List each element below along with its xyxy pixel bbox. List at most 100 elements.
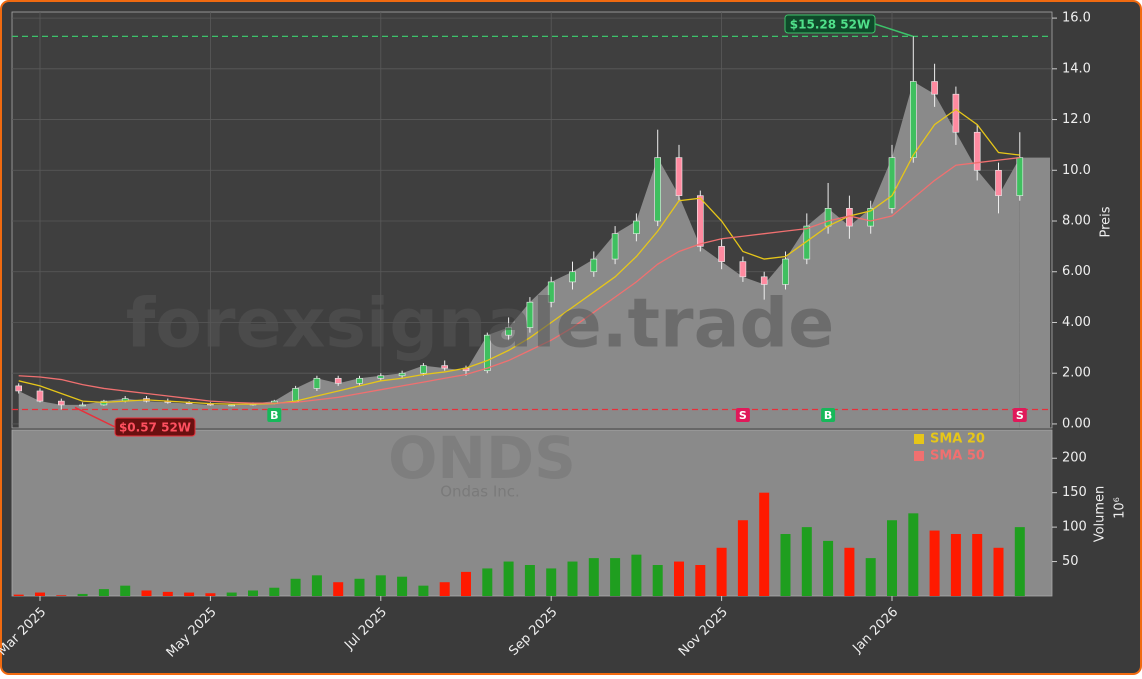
- candle-body: [696, 195, 704, 247]
- y-tick-label: 12.0: [1062, 112, 1091, 127]
- volume-bar: [908, 513, 919, 596]
- candle-body: [505, 327, 512, 336]
- volume-bar: [887, 520, 897, 596]
- volume-bar: [674, 561, 684, 596]
- candle-body: [547, 281, 555, 303]
- candle-body: [1016, 157, 1024, 196]
- y-tick-label: 16.0: [1062, 11, 1091, 26]
- legend-label: SMA 50: [930, 449, 985, 464]
- volume-bar: [865, 558, 876, 596]
- candle-body: [739, 261, 747, 278]
- volume-bar: [631, 554, 642, 596]
- area-extension: [1019, 157, 1050, 428]
- volume-bar: [844, 547, 855, 596]
- volume-bar: [162, 591, 173, 596]
- signal-marker: [735, 408, 750, 422]
- annotation-arrow: [74, 406, 116, 428]
- volume-bar: [375, 575, 386, 596]
- volume-bar: [248, 590, 258, 596]
- volume-bar: [13, 594, 24, 596]
- candle-body: [867, 208, 875, 227]
- candle-body: [633, 220, 640, 234]
- signal-marker: [821, 408, 836, 422]
- company-watermark: Ondas Inc.: [440, 483, 520, 501]
- candle-body: [718, 246, 725, 262]
- volume-bar: [141, 590, 152, 596]
- annotation-label: $15.28 52W: [790, 18, 870, 32]
- y2-axis-label: Volumen: [1093, 486, 1108, 543]
- candle-body: [569, 271, 576, 283]
- volume-bar: [993, 547, 1004, 596]
- watermark: forexsignale.trade: [126, 285, 835, 364]
- y2-tick-label: 50: [1062, 554, 1079, 569]
- candle-body: [824, 208, 832, 227]
- sma-line: [18, 108, 1020, 405]
- candle-body: [292, 388, 299, 402]
- y-tick-label: 4.00: [1062, 315, 1091, 330]
- volume-bar: [269, 587, 280, 596]
- candle-body: [36, 390, 44, 402]
- legend-label: SMA 20: [930, 432, 985, 447]
- candle-body: [483, 334, 491, 371]
- volume-bar: [354, 578, 365, 596]
- y2-tick-label: 150: [1062, 485, 1087, 500]
- candle-body: [526, 301, 534, 328]
- volume-bar: [1014, 527, 1025, 596]
- volume-bar: [524, 565, 535, 596]
- candle-body: [377, 375, 385, 379]
- volume-bar: [972, 534, 983, 596]
- candle-body: [356, 377, 363, 384]
- volume-bar: [695, 565, 706, 596]
- volume-bar: [439, 582, 450, 596]
- candle-body: [313, 377, 321, 389]
- candle-body: [611, 233, 619, 260]
- volume-bar: [77, 593, 88, 596]
- volume-bar: [610, 558, 621, 596]
- volume-bar: [950, 534, 961, 596]
- candle-body: [441, 365, 449, 369]
- symbol-watermark: ONDS: [388, 424, 576, 492]
- volume-bar: [482, 568, 493, 596]
- signal-label: B: [824, 409, 832, 422]
- volume-bar: [397, 576, 408, 596]
- candle-body: [973, 131, 981, 171]
- y-tick-label: 0.00: [1062, 416, 1091, 431]
- volume-bar: [35, 592, 45, 596]
- y-tick-label: 6.00: [1062, 264, 1091, 279]
- volume-bar: [567, 561, 578, 596]
- legend-swatch: [914, 451, 924, 461]
- candle-body: [398, 372, 406, 377]
- volume-bar: [737, 520, 748, 596]
- y2-tick-label: 100: [1062, 520, 1087, 535]
- volume-bar: [652, 565, 663, 596]
- candle-body: [995, 169, 1002, 196]
- volume-bar: [98, 589, 109, 596]
- annotation-arrow: [874, 23, 914, 38]
- volume-bar: [311, 575, 322, 596]
- candle-body: [15, 385, 22, 392]
- candle-body: [909, 81, 917, 158]
- candle-body: [228, 404, 235, 407]
- signal-marker: [267, 408, 282, 422]
- volume-bar: [461, 571, 471, 596]
- candle-body: [57, 400, 65, 406]
- signal-marker: [1012, 408, 1027, 422]
- candle-body: [782, 258, 789, 285]
- candle-body: [760, 276, 768, 285]
- sma-line: [18, 156, 1020, 404]
- volume-bar: [205, 593, 216, 596]
- y-tick-label: 2.00: [1062, 366, 1091, 381]
- volume-bar: [120, 585, 131, 596]
- candle-body: [888, 157, 896, 209]
- candle-body: [420, 365, 427, 374]
- legend-swatch: [914, 434, 924, 444]
- candle-body: [803, 225, 811, 260]
- candle-body: [590, 258, 598, 273]
- volume-bar: [226, 592, 237, 596]
- annotation-box: [114, 417, 196, 437]
- signal-label: S: [739, 409, 747, 422]
- volume-bar: [801, 527, 812, 596]
- volume-bar: [184, 592, 195, 596]
- candle-body: [79, 404, 86, 407]
